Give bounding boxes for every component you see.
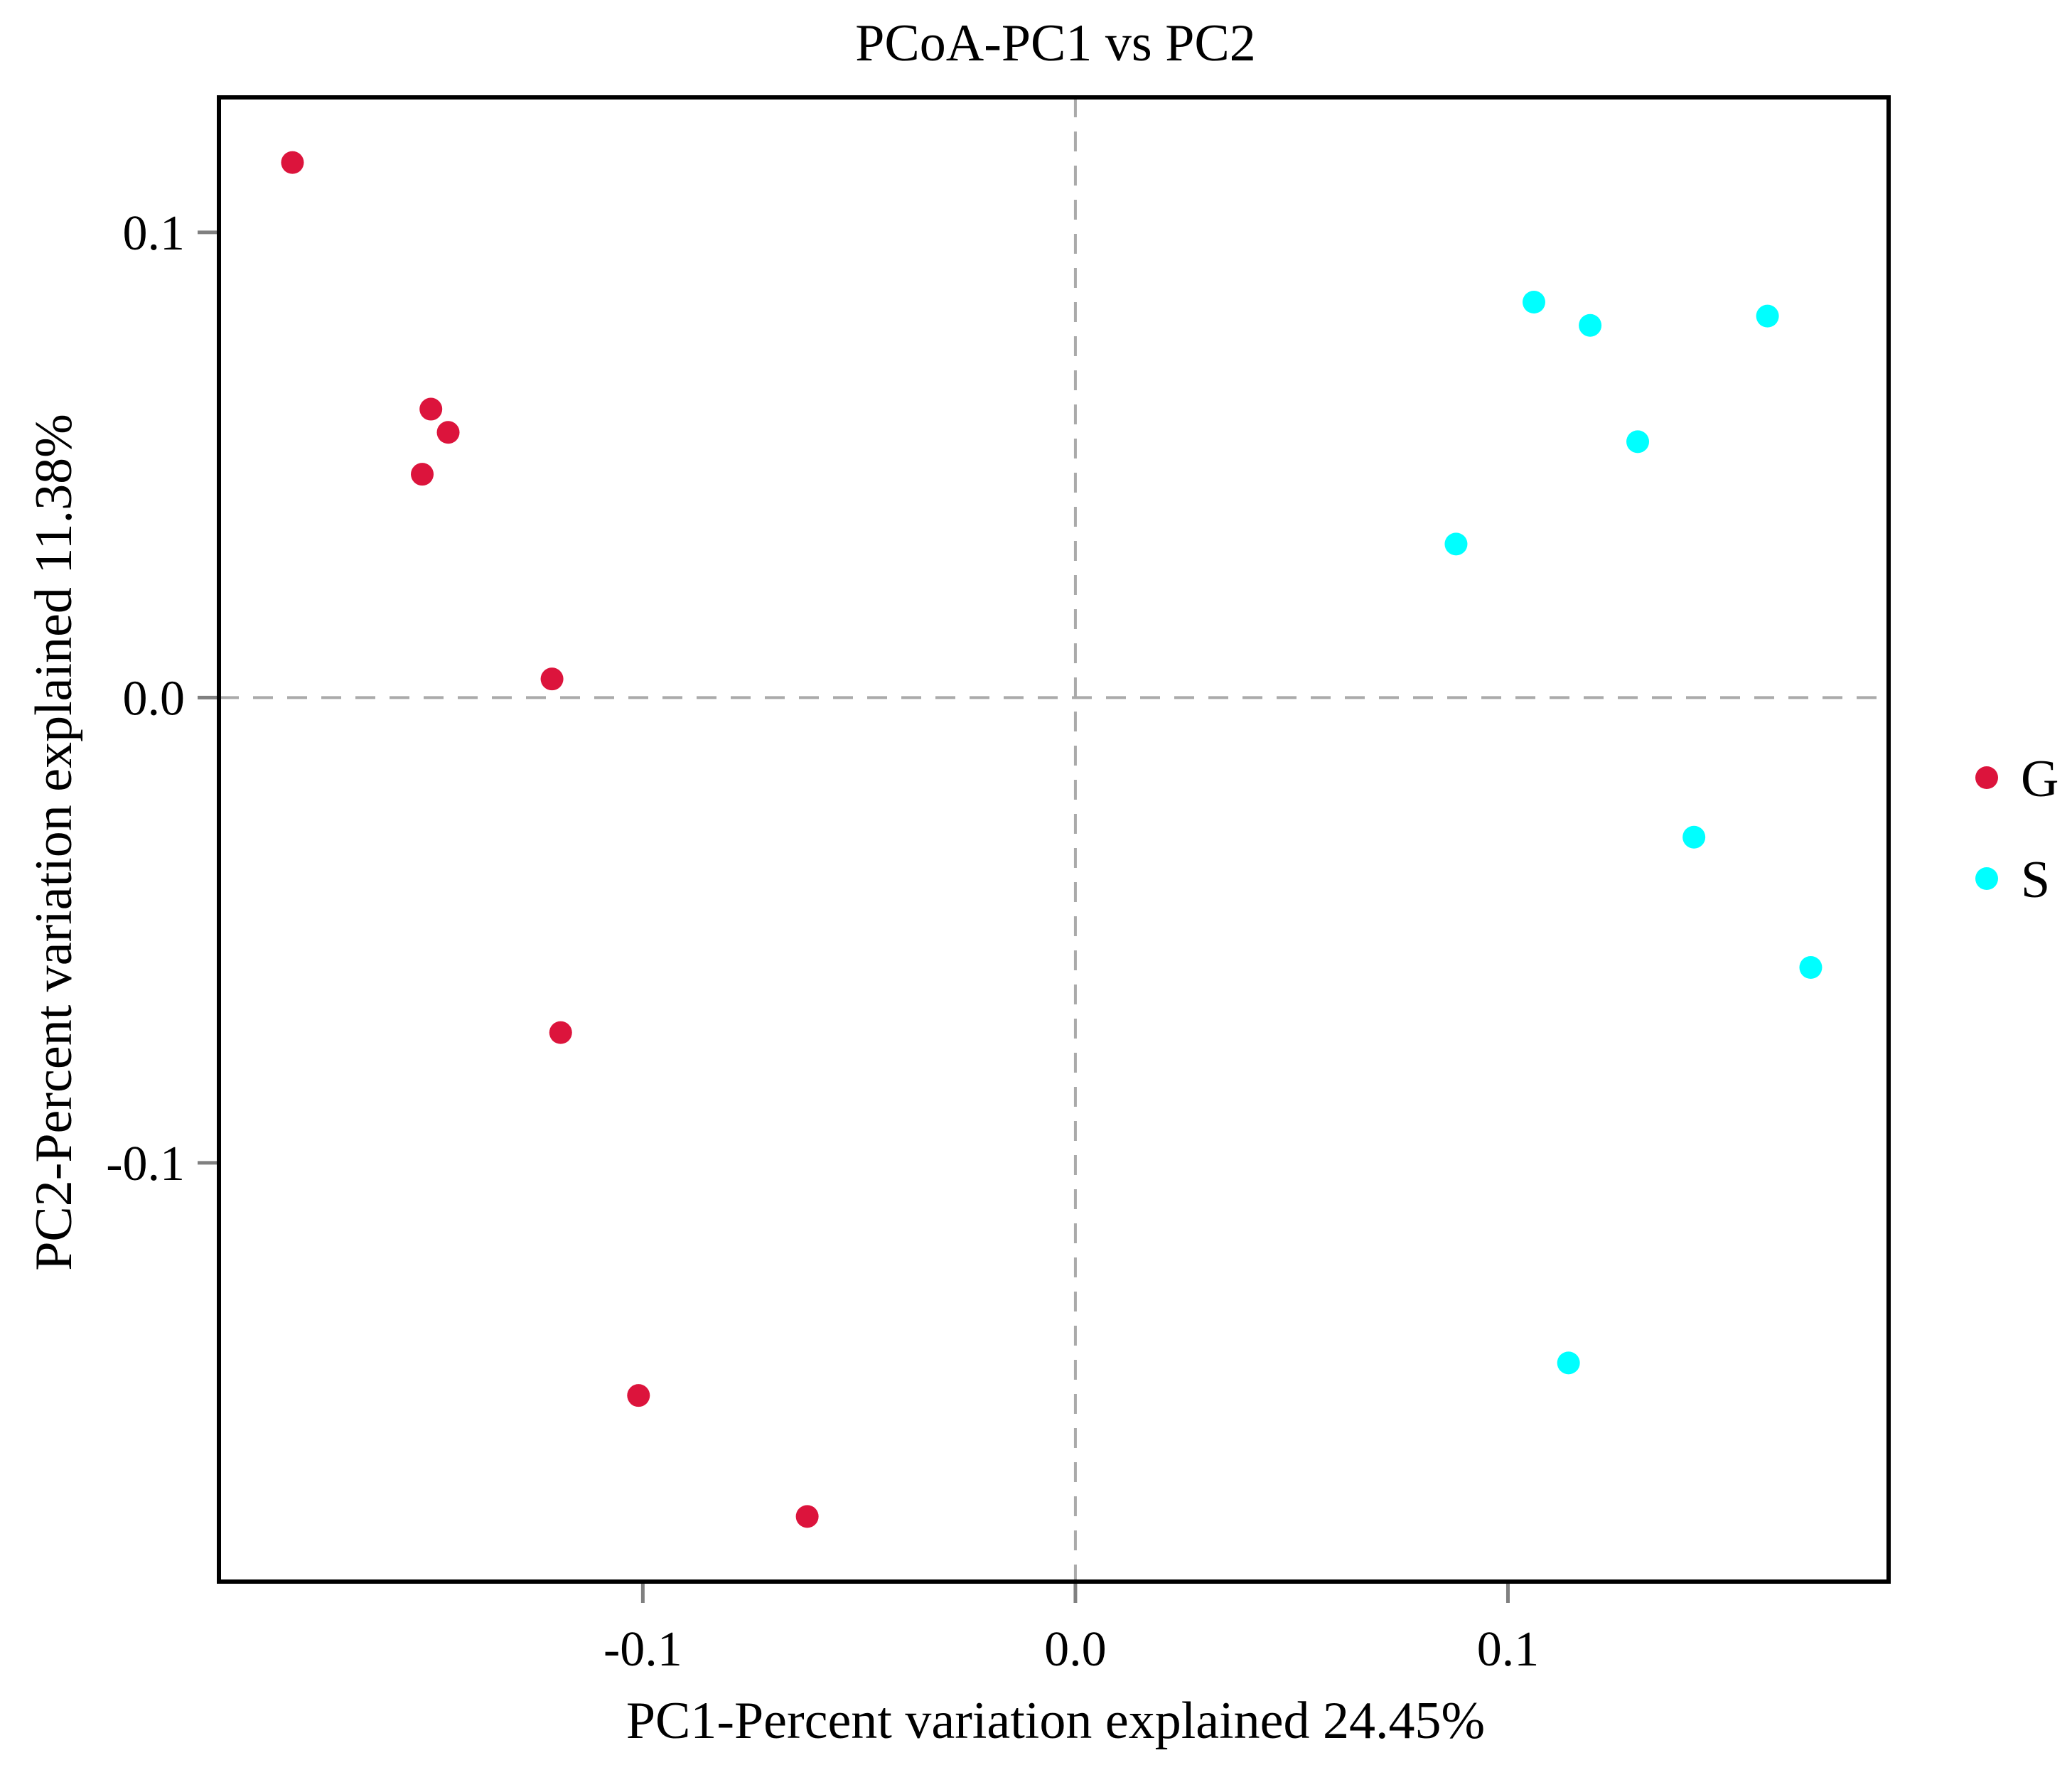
point-s-3 (1756, 304, 1779, 328)
x-tick-label-1: -0.1 (603, 1622, 682, 1677)
legend-marker-s (1975, 867, 1998, 890)
x-tick-label-3: 0.1 (1477, 1622, 1540, 1677)
x-tick-label-2: 0.0 (1044, 1622, 1107, 1677)
point-s-6 (1682, 825, 1706, 849)
point-g-6 (549, 1021, 572, 1044)
chart-title: PCoA-PC1 vs PC2 (855, 14, 1255, 73)
point-g-1 (281, 151, 304, 174)
legend-marker-g (1975, 766, 1998, 789)
y-axis-label: PC2-Percent variation explained 11.38% (25, 414, 83, 1271)
point-g-3 (436, 421, 460, 444)
point-s-1 (1522, 291, 1545, 313)
reference-lines (219, 97, 1889, 1582)
legend: GS (1975, 750, 2058, 909)
point-g-5 (540, 667, 564, 691)
point-s-5 (1444, 532, 1468, 556)
x-axis-label: PC1-Percent variation explained 24.45% (626, 1692, 1485, 1750)
point-s-4 (1626, 430, 1650, 454)
legend-label-g: G (2021, 750, 2058, 808)
point-g-7 (627, 1384, 650, 1407)
y-tick-label-1: 0.1 (123, 206, 186, 261)
x-axis: -0.1 0.0 0.1 (603, 1584, 1539, 1677)
point-s-2 (1579, 313, 1602, 337)
y-axis: 0.1 0.0 -0.1 (106, 206, 217, 1191)
point-g-2 (419, 397, 443, 421)
point-g-8 (795, 1505, 819, 1528)
point-s-7 (1799, 956, 1823, 979)
y-tick-label-2: 0.0 (123, 671, 186, 726)
data-points (281, 151, 1823, 1528)
plot-frame (217, 95, 1891, 1584)
legend-label-s: S (2021, 851, 2050, 909)
y-tick-label-3: -0.1 (106, 1137, 185, 1191)
point-s-8 (1557, 1351, 1580, 1375)
point-g-4 (411, 463, 434, 486)
